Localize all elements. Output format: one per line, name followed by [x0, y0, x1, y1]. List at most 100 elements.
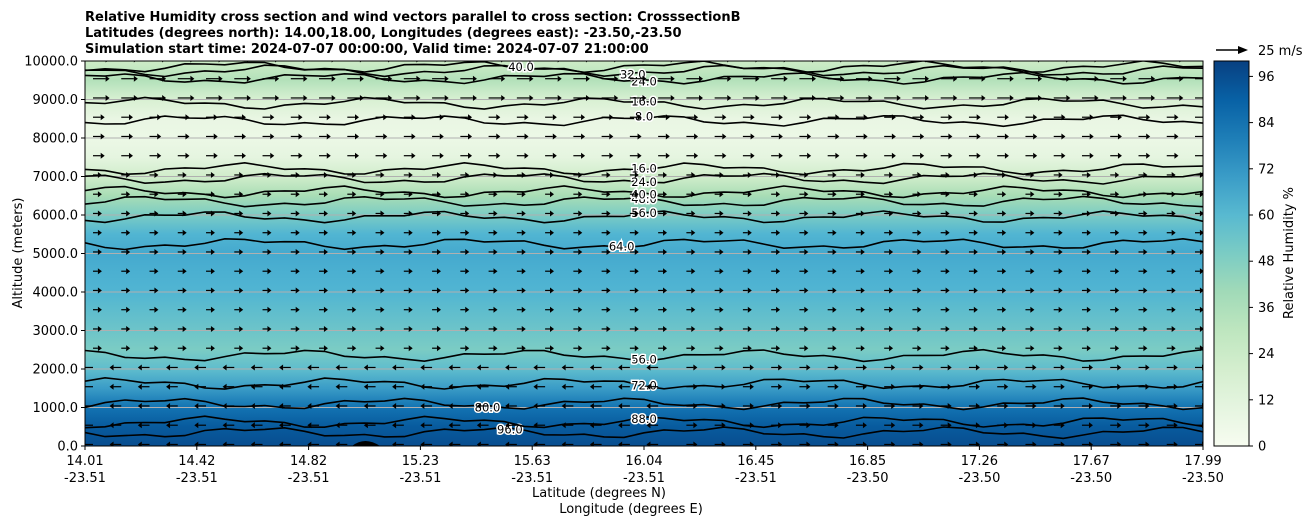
- wind-vector-head: [97, 210, 102, 217]
- wind-vector-head: [97, 287, 102, 294]
- plot-area: 96.088.080.072.056.064.056.048.040.024.0…: [85, 61, 1212, 446]
- contour-line: [85, 64, 1203, 78]
- colorbar-tick-label: 60: [1258, 209, 1275, 224]
- wind-vector-head: [194, 402, 199, 409]
- wind-vector-head: [182, 325, 187, 332]
- wind-vector-head: [105, 94, 110, 101]
- wind-vector-head: [448, 364, 453, 371]
- wind-vector-head: [154, 248, 159, 255]
- wind-vector-head: [210, 325, 215, 332]
- wind-vector-head: [1009, 75, 1014, 82]
- wind-vector-head: [501, 75, 506, 82]
- wind-vector-head: [1030, 325, 1035, 332]
- wind-vector-head: [920, 114, 925, 121]
- wind-vector-head: [524, 133, 529, 140]
- wind-vector-head: [496, 114, 501, 121]
- wind-vector-head: [241, 152, 246, 159]
- wind-vector-head: [693, 383, 698, 390]
- wind-vector-head: [1151, 75, 1156, 82]
- wind-vector-head: [552, 133, 557, 140]
- wind-vector-head: [267, 306, 272, 313]
- x-tick-label-latitude: 15.23: [402, 454, 439, 469]
- wind-vector-head: [719, 229, 724, 236]
- contour-line: [85, 185, 1203, 199]
- wind-vector-head: [947, 422, 952, 429]
- wind-vector-head: [307, 364, 312, 371]
- wind-vector-head: [505, 364, 510, 371]
- wind-vector-head: [889, 287, 894, 294]
- wind-vector-head: [194, 422, 199, 429]
- wind-vector-head: [1117, 441, 1122, 446]
- wind-vector-head: [698, 75, 703, 82]
- wind-vector-head: [363, 402, 368, 409]
- wind-vector-head: [1088, 441, 1093, 446]
- wind-vector-head: [323, 306, 328, 313]
- wind-vector-head: [270, 152, 275, 159]
- wind-vector-head: [1086, 191, 1091, 198]
- wind-vector-head: [335, 402, 340, 409]
- wind-vector-head: [550, 345, 555, 352]
- wind-vector-head: [267, 248, 272, 255]
- wind-vector-head: [307, 441, 312, 446]
- y-tick-label: 0.0: [57, 440, 78, 455]
- wind-vector-head: [868, 75, 873, 82]
- wind-vector-head: [981, 94, 986, 101]
- wind-vector-head: [945, 171, 950, 178]
- wind-vector-head: [239, 210, 244, 217]
- wind-vector-head: [606, 287, 611, 294]
- wind-vector-head: [778, 402, 783, 409]
- wind-vector-head: [804, 171, 809, 178]
- wind-vector-head: [755, 94, 760, 101]
- wind-vector-head: [896, 75, 901, 82]
- wind-vector-head: [166, 422, 171, 429]
- wind-vector-head: [154, 210, 159, 217]
- wind-vector-head: [719, 248, 724, 255]
- terrain-peak: [352, 441, 380, 446]
- wind-vector-head: [1117, 114, 1122, 121]
- wind-vector-head: [210, 229, 215, 236]
- x-tick-label-latitude: 16.04: [625, 454, 662, 469]
- wind-vector-head: [1145, 364, 1150, 371]
- wind-vector-head: [1061, 152, 1066, 159]
- wind-vector-head: [241, 133, 246, 140]
- wind-vector-head: [194, 441, 199, 446]
- wind-vector-head: [210, 248, 215, 255]
- wind-vector-head: [618, 402, 623, 409]
- wind-vector-head: [840, 75, 845, 82]
- wind-vector-head: [465, 325, 470, 332]
- wind-vector-head: [182, 287, 187, 294]
- wind-vector-head: [698, 94, 703, 101]
- x-tick-label-longitude: -23.51: [64, 471, 106, 486]
- wind-vector-head: [154, 306, 159, 313]
- wind-vector-head: [1032, 383, 1037, 390]
- wind-vector-head: [439, 152, 444, 159]
- wind-vector-head: [352, 191, 357, 198]
- wind-vector-head: [646, 402, 651, 409]
- wind-vector-head: [1208, 76, 1212, 82]
- wind-vector-head: [1145, 422, 1150, 429]
- wind-vector-head: [614, 94, 619, 101]
- wind-vector-head: [863, 133, 868, 140]
- wind-vector-head: [109, 383, 114, 390]
- wind-vector-head: [355, 114, 360, 121]
- wind-vector-head: [128, 152, 133, 159]
- wind-vector-head: [246, 94, 251, 101]
- wind-vector-head: [783, 94, 788, 101]
- wind-vector-head: [1058, 287, 1063, 294]
- wind-vector-head: [776, 191, 781, 198]
- wind-vector-head: [100, 133, 105, 140]
- wind-vector-head: [210, 171, 215, 178]
- wind-vector-head: [1117, 383, 1122, 390]
- wind-vector-head: [578, 268, 583, 275]
- y-tick-label: 3000.0: [33, 324, 79, 339]
- wind-vector-head: [778, 114, 783, 121]
- wind-vector-head: [326, 114, 331, 121]
- x-axis-label-longitude: Longitude (degrees E): [559, 502, 703, 517]
- wind-vector-head: [420, 364, 425, 371]
- wind-vector-head: [889, 229, 894, 236]
- wind-vector-head: [1061, 114, 1066, 121]
- wind-vector-head: [889, 325, 894, 332]
- wind-vector-head: [896, 94, 901, 101]
- wind-vector-head: [448, 422, 453, 429]
- wind-vector-head: [1117, 422, 1122, 429]
